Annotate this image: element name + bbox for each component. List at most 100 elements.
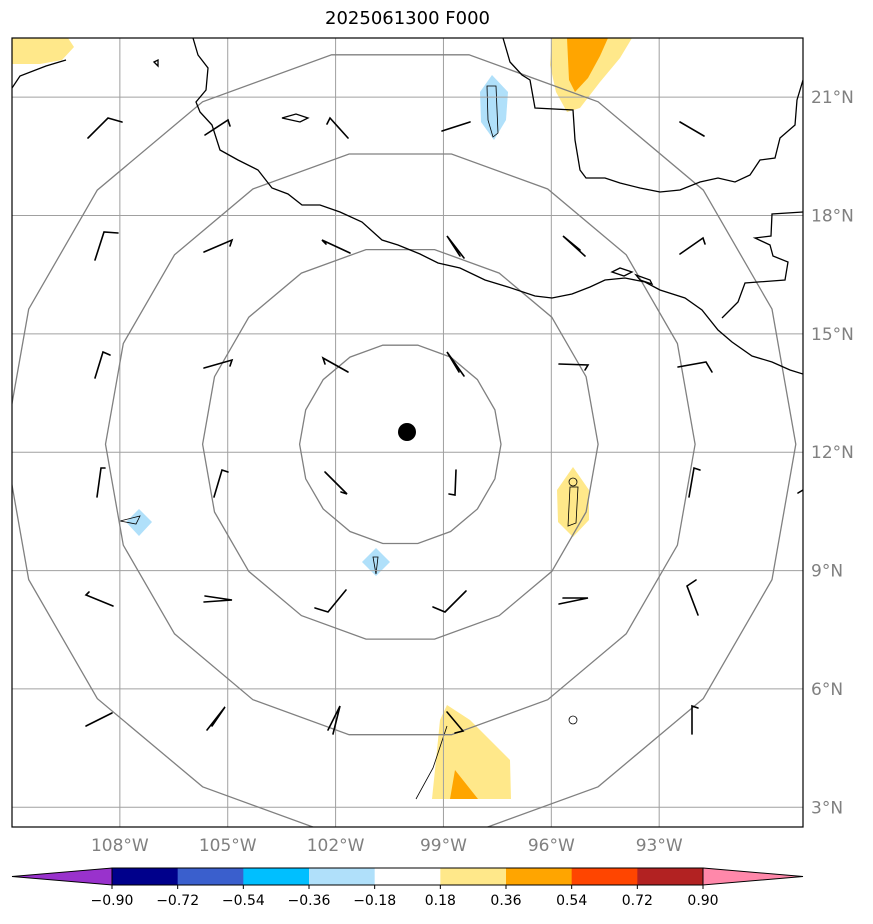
wind-barb xyxy=(314,589,347,613)
longitude-labels: 108°W 105°W 102°W 99°W 96°W 93°W xyxy=(91,836,683,856)
colorbar-swatch xyxy=(374,868,441,885)
colorbar-label: 0.18 xyxy=(425,893,456,909)
wind-barb xyxy=(204,118,231,136)
latitude-label: 21°N xyxy=(811,88,854,108)
wind-barb xyxy=(679,236,706,255)
colorbar-swatch xyxy=(243,868,310,885)
fill-positive-top-left xyxy=(12,38,74,64)
wind-barb xyxy=(321,239,351,254)
wind-barb xyxy=(797,489,803,494)
range-ring xyxy=(298,344,502,545)
colorbar-label: −0.54 xyxy=(222,893,265,909)
coast-island-1 xyxy=(281,113,310,123)
coastlines xyxy=(12,38,803,375)
wind-barb xyxy=(327,705,341,735)
map-panel xyxy=(12,38,803,827)
fill-positive-south xyxy=(432,705,511,799)
wind-barb xyxy=(85,712,113,727)
colorbar-label: 0.72 xyxy=(622,893,653,909)
contour-south-dot xyxy=(568,715,578,725)
wind-barb xyxy=(558,597,589,605)
wind-barb xyxy=(446,711,465,734)
colorbar-extend-high xyxy=(702,867,804,886)
range-ring xyxy=(201,248,599,640)
colorbar-swatch xyxy=(506,868,573,885)
fill-negative-center xyxy=(362,548,390,576)
colorbar-label: −0.36 xyxy=(288,893,331,909)
latitude-label: 3°N xyxy=(811,798,843,818)
latitude-label: 9°N xyxy=(811,562,843,582)
contour-east-dot xyxy=(568,477,578,487)
latitude-labels: 3°N 6°N 9°N 12°N 15°N 18°N 21°N xyxy=(811,88,854,818)
wind-barb xyxy=(206,706,226,731)
latitude-label: 6°N xyxy=(811,680,843,700)
colorbar-swatch xyxy=(112,868,179,885)
coast-baja-tip xyxy=(12,59,67,89)
wind-barb xyxy=(87,117,123,139)
colorbar-swatch xyxy=(309,868,376,885)
contour-south-line xyxy=(415,725,448,800)
wind-barb xyxy=(562,235,586,257)
coast-yucatan-east xyxy=(721,211,803,319)
wind-barb xyxy=(558,363,590,371)
wind-barb xyxy=(324,471,348,495)
wind-barb xyxy=(321,356,349,373)
wind-barb xyxy=(691,704,699,735)
colorbar-label: 0.90 xyxy=(687,893,718,909)
wind-barb xyxy=(432,590,467,613)
wind-barb xyxy=(679,121,705,137)
contour-lines xyxy=(119,85,579,800)
longitude-label: 99°W xyxy=(420,836,467,856)
contour-north xyxy=(486,85,499,138)
fill-strong-south xyxy=(450,770,478,799)
wind-barb xyxy=(448,469,457,496)
longitude-label: 105°W xyxy=(199,836,257,856)
wind-barb xyxy=(688,466,701,498)
graticule xyxy=(12,38,803,827)
fill-strong-top-right xyxy=(567,38,608,92)
colorbar: −0.90 −0.72 −0.54 −0.36 −0.18 0.18 0.36 0.54 0.7… xyxy=(11,867,804,909)
wind-barb xyxy=(446,351,465,377)
colorbar-swatch xyxy=(571,868,638,885)
colorbar-label: 0.54 xyxy=(556,893,587,909)
wind-barb xyxy=(94,350,111,379)
wind-barb xyxy=(203,595,233,603)
range-ring xyxy=(12,54,797,827)
fill-positive-east xyxy=(557,467,589,537)
longitude-label: 108°W xyxy=(91,836,149,856)
coast-lagoon-2 xyxy=(634,273,654,286)
wind-barb xyxy=(441,121,471,132)
wind-barbs xyxy=(84,116,803,735)
colorbar-outline xyxy=(111,867,704,886)
colorbar-swatch xyxy=(637,868,704,885)
range-ring xyxy=(104,153,696,736)
wind-barb xyxy=(96,467,106,498)
wind-barb xyxy=(677,361,713,373)
wind-barb xyxy=(203,238,234,253)
coast-mexico-pacific xyxy=(192,38,803,375)
map-title: 2025061300 F000 xyxy=(325,8,490,29)
coast-island-2 xyxy=(152,58,159,68)
colorbar-label: −0.72 xyxy=(156,893,199,909)
coast-lagoon xyxy=(610,267,634,277)
wind-barb xyxy=(326,116,349,139)
colorbar-label: 0.36 xyxy=(490,893,521,909)
map-frame xyxy=(11,37,804,828)
contour-east xyxy=(567,486,579,527)
contour-west xyxy=(119,515,141,525)
latitude-label: 12°N xyxy=(811,443,854,463)
longitude-label: 93°W xyxy=(636,836,683,856)
colorbar-extend-low xyxy=(11,867,113,886)
longitude-label: 102°W xyxy=(307,836,365,856)
contour-center xyxy=(372,556,379,575)
anomaly-fills xyxy=(12,38,632,799)
fill-negative-west xyxy=(126,509,152,536)
longitude-label: 96°W xyxy=(528,836,575,856)
latitude-label: 18°N xyxy=(811,207,854,227)
coast-gulf-mexico xyxy=(502,38,803,193)
colorbar-swatch xyxy=(177,868,244,885)
colorbar-label: −0.90 xyxy=(91,893,134,909)
wind-barb xyxy=(686,579,699,616)
colorbar-label: −0.18 xyxy=(353,893,396,909)
